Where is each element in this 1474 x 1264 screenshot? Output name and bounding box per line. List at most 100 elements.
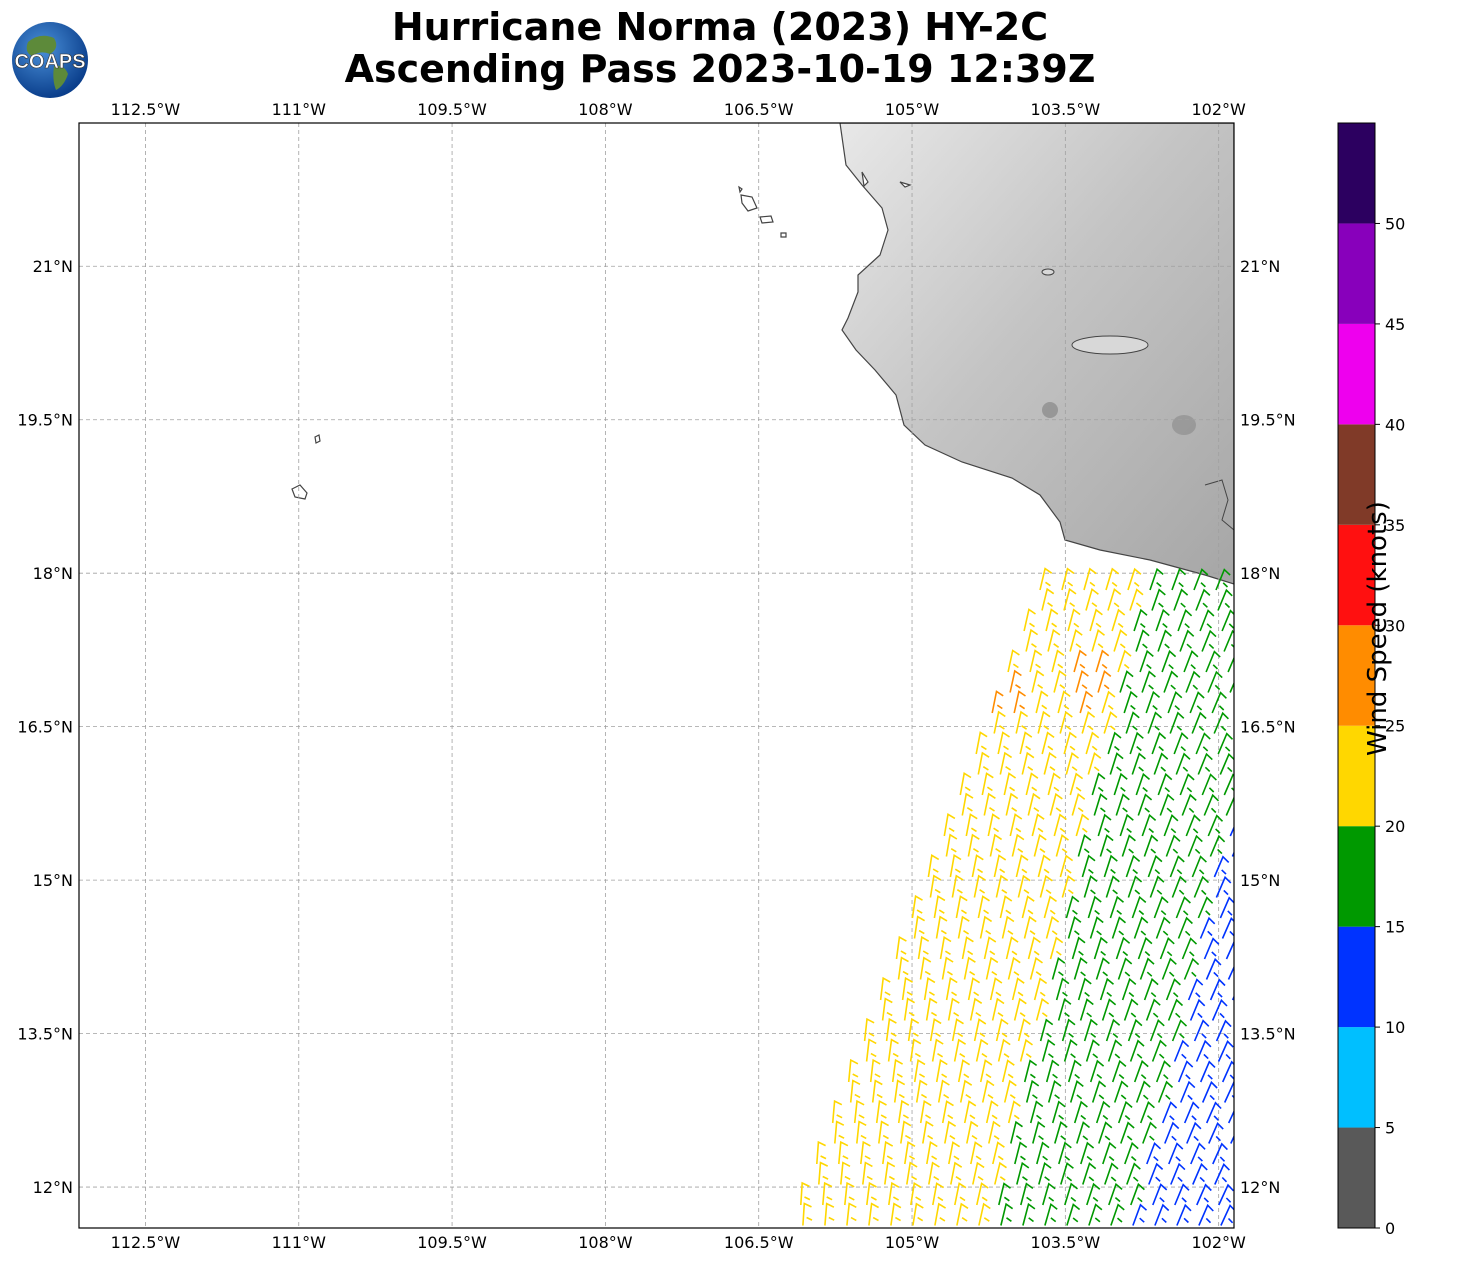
wind-barb	[1057, 997, 1072, 1021]
wind-barb	[967, 833, 980, 857]
wind-barb	[1197, 752, 1213, 775]
wind-barb	[1218, 1183, 1234, 1206]
wind-barb	[1149, 567, 1164, 591]
wind-barb	[1199, 916, 1216, 939]
wind-barb	[993, 854, 1007, 878]
wind-barb	[1161, 957, 1177, 980]
lon-tick-top-1: 111°W	[272, 100, 327, 119]
wind-barb	[1099, 834, 1114, 857]
colorbar-bin-5	[1338, 625, 1375, 726]
wind-barb	[1155, 608, 1170, 632]
wind-barb	[1205, 1101, 1222, 1124]
wind-barb	[866, 1181, 877, 1206]
wind-barb	[961, 792, 974, 816]
wind-barb	[1066, 1203, 1081, 1226]
wind-barb	[1080, 1141, 1095, 1165]
wind-barb	[1076, 1121, 1091, 1144]
wind-barb	[1013, 997, 1027, 1021]
colorbar-tick-4: 20	[1385, 817, 1405, 836]
wind-barb	[1185, 670, 1201, 693]
wind-barb	[862, 1161, 873, 1185]
wind-barb	[965, 813, 978, 837]
wind-barb	[1167, 691, 1183, 714]
wind-barb	[1051, 649, 1065, 673]
lat-tick-right-5: 13.5°N	[1240, 1025, 1296, 1044]
wind-barb	[991, 690, 1004, 714]
map-title: Hurricane Norma (2023) HY-2C Ascending P…	[240, 6, 1200, 90]
title-line-1: Hurricane Norma (2023) HY-2C	[391, 5, 1049, 49]
wind-barb	[846, 1202, 857, 1226]
wind-barb	[1191, 855, 1207, 878]
wind-barb	[1199, 609, 1215, 632]
wind-barb	[1137, 936, 1153, 960]
wind-barb	[1011, 833, 1025, 857]
wind-barb	[1065, 895, 1080, 919]
lake-chapala	[1071, 335, 1149, 355]
lon-tick-bottom-3: 108°W	[578, 1233, 633, 1252]
wind-barb	[1001, 915, 1015, 939]
wind-barb	[1147, 711, 1163, 734]
wind-barb	[959, 1079, 973, 1103]
wind-barb	[1183, 957, 1200, 980]
wind-barb	[838, 1140, 849, 1165]
wind-barb	[1235, 1144, 1250, 1164]
wind-barb	[1215, 568, 1231, 591]
wind-barb	[831, 1099, 843, 1124]
wind-barbs	[800, 567, 1250, 1226]
wind-barb	[1035, 997, 1050, 1021]
wind-barb	[922, 1120, 934, 1144]
wind-barb	[890, 1202, 902, 1226]
wind-barb	[1023, 1059, 1038, 1083]
lon-tick-bottom-7: 102°W	[1191, 1233, 1246, 1252]
wind-barb	[1059, 854, 1074, 878]
colorbar-bin-10	[1338, 123, 1375, 224]
colorbar-tick-8: 40	[1385, 415, 1405, 434]
wind-barb	[1077, 834, 1092, 857]
wind-barb	[951, 874, 964, 898]
colorbar: 0 5 10 15 20 25 30 35 40 45 50	[1337, 122, 1405, 1238]
wind-barb	[1031, 813, 1045, 837]
wind-barb	[1121, 834, 1136, 857]
wind-barb	[1147, 854, 1163, 878]
wind-barb	[995, 1018, 1009, 1042]
wind-barb	[1153, 752, 1169, 775]
wind-barb	[1163, 670, 1179, 693]
wind-barb	[1049, 936, 1064, 960]
wind-barb	[1041, 587, 1055, 611]
wind-barb	[1227, 1109, 1234, 1124]
wind-barb	[1133, 608, 1148, 632]
wind-barb	[1153, 896, 1169, 919]
wind-barb	[1125, 711, 1140, 734]
colorbar-tick-9: 45	[1385, 315, 1405, 334]
wind-barb	[969, 997, 983, 1021]
wind-barb	[1152, 1183, 1168, 1206]
wind-barb	[1201, 1080, 1218, 1103]
wind-barb	[1097, 670, 1112, 693]
wind-barb	[901, 976, 913, 1001]
wind-barb	[981, 1079, 995, 1103]
wind-barb	[948, 1141, 961, 1165]
wind-barb	[1073, 649, 1087, 673]
wind-barb	[1213, 855, 1230, 878]
wind-barb	[1129, 1039, 1145, 1062]
wind-barb	[957, 915, 970, 939]
wind-barb	[1044, 1202, 1058, 1226]
wind-barb	[1168, 1142, 1184, 1165]
wind-barb	[1165, 834, 1181, 857]
colorbar-tick-2: 10	[1385, 1018, 1405, 1037]
wind-barb	[1007, 956, 1021, 980]
wind-barb	[1229, 681, 1234, 693]
wind-barb	[989, 977, 1003, 1001]
wind-barb	[949, 853, 962, 878]
lake	[1041, 268, 1055, 276]
wind-barb	[1005, 792, 1019, 816]
wind-barb	[1022, 1202, 1036, 1226]
island-socorro	[291, 484, 308, 500]
wind-barb	[1145, 998, 1161, 1021]
lon-tick-top-0: 112.5°W	[111, 100, 181, 119]
wind-barb	[1227, 656, 1234, 673]
wind-barb	[994, 1161, 1007, 1185]
wind-barb	[1064, 1182, 1078, 1206]
wind-barb	[1192, 1162, 1208, 1185]
wind-barb	[1215, 1019, 1232, 1042]
